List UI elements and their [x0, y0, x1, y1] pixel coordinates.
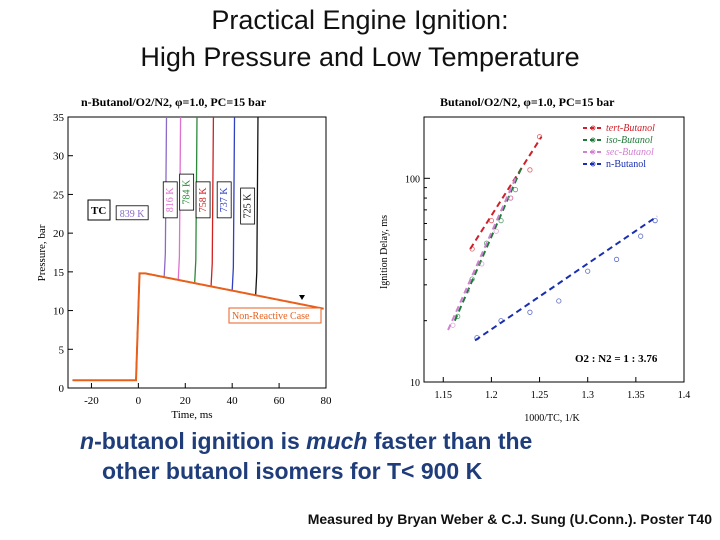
- y-tick-label: 25: [53, 189, 65, 201]
- tc-legend-box: [87, 199, 111, 221]
- x-tick-label: 1.25: [531, 390, 549, 401]
- measurement-credit: Measured by Bryan Weber & C.J. Sung (U.C…: [307, 511, 712, 527]
- data-point-iso-Butanol: [455, 313, 461, 319]
- ignition-y-axis-label: Ignition Delay, ms: [379, 215, 390, 289]
- legend-marker: [590, 149, 596, 155]
- y-tick-label: 35: [53, 112, 65, 124]
- key-finding-text-b: faster than the: [367, 428, 533, 454]
- pressure-chart-title: n-Butanol/O2/N2, φ=1.0, PC=15 bar: [81, 95, 267, 109]
- data-point-tert-Butanol: [488, 218, 495, 224]
- y-tick-label: 20: [53, 228, 65, 240]
- data-point-sec-Butanol: [450, 322, 456, 328]
- data-point-n-Butanol: [527, 309, 533, 315]
- x-tick-label: 1.35: [627, 390, 645, 401]
- label-box: [179, 173, 195, 211]
- label-box: [115, 205, 149, 221]
- ignition-temp-label: 839 K: [120, 209, 146, 220]
- x-tick-label: 1.15: [435, 390, 453, 401]
- data-point-sec-Butanol: [464, 288, 470, 294]
- key-finding: n-butanol ignition is much faster than t…: [80, 426, 680, 486]
- pressure-x-axis-label: Time, ms: [171, 409, 212, 421]
- fit-line-sec-Butanol: [447, 177, 517, 331]
- key-finding-n: n: [80, 428, 95, 454]
- ignition-temp-label: 758 K: [198, 187, 209, 213]
- data-point-n-Butanol: [556, 298, 562, 304]
- legend-entry: tert-Butanol: [606, 123, 655, 134]
- legend-entry: sec-Butanol: [606, 147, 654, 158]
- data-point-n-Butanol: [638, 233, 644, 239]
- fit-line-tert-Butanol: [469, 136, 543, 250]
- data-point-sec-Butanol: [493, 228, 499, 234]
- data-point-tert-Butanol: [536, 134, 543, 140]
- y-tick-label: 10: [53, 306, 65, 318]
- x-tick-label: 40: [227, 395, 239, 407]
- x-tick-label: 0: [136, 395, 142, 407]
- non-reactive-trace: [72, 272, 324, 382]
- key-finding-text-a: -butanol ignition is: [94, 428, 307, 454]
- x-tick-label: 1.2: [485, 390, 498, 401]
- y-tick-label: 100: [405, 174, 420, 185]
- legend-marker: [590, 137, 596, 143]
- fit-line-n-Butanol: [474, 215, 658, 342]
- data-point-n-Butanol: [474, 335, 480, 341]
- legend-marker: [590, 125, 596, 131]
- y-tick-label: 0: [59, 383, 65, 395]
- non-reactive-arrow: [299, 295, 305, 300]
- y-tick-label: 10: [410, 378, 420, 389]
- slide-title: Practical Engine Ignition: High Pressure…: [0, 2, 720, 76]
- ignition-chart-title: Butanol/O2/N2, φ=1.0, PC=15 bar: [440, 95, 615, 109]
- x-tick-label: 60: [274, 395, 286, 407]
- legend-entry: iso-Butanol: [606, 135, 653, 146]
- key-finding-emphasis: much: [306, 428, 368, 454]
- legend-entry: n-Butanol: [606, 159, 646, 170]
- ignition-plot-frame: [423, 116, 685, 383]
- ignition-x-axis-label: 1000/TC, 1/K: [524, 413, 580, 424]
- label-box: [195, 181, 211, 219]
- label-box: [162, 181, 178, 219]
- data-point-n-Butanol: [585, 268, 591, 274]
- oxidizer-ratio-label: O2 : N2 = 1 : 3.76: [575, 353, 658, 365]
- x-tick-label: -20: [84, 395, 99, 407]
- y-tick-label: 5: [59, 344, 65, 356]
- data-point-sec-Butanol: [479, 261, 485, 267]
- ignition-temp-label: 816 K: [165, 187, 176, 213]
- ignition-temp-label: 784 K: [182, 179, 193, 205]
- non-reactive-label: Non-Reactive Case: [232, 311, 310, 322]
- data-point-iso-Butanol: [512, 187, 519, 193]
- y-tick-label: 30: [53, 151, 65, 163]
- data-point-n-Butanol: [498, 318, 504, 324]
- x-tick-label: 1.4: [678, 390, 691, 401]
- data-point-n-Butanol: [613, 256, 620, 262]
- x-tick-label: 1.3: [581, 390, 594, 401]
- x-tick-label: 80: [321, 395, 333, 407]
- data-point-n-Butanol: [652, 218, 658, 224]
- data-point-tert-Butanol: [469, 246, 475, 252]
- key-finding-line-1: n-butanol ignition is much faster than t…: [80, 428, 532, 454]
- data-point-tert-Butanol: [527, 167, 533, 173]
- legend-marker: [590, 161, 596, 167]
- label-box: [216, 181, 232, 219]
- slide-title-line-2: High Pressure and Low Temperature: [140, 42, 580, 72]
- key-finding-line-2: other butanol isomers for T< 900 K: [102, 458, 483, 484]
- x-tick-label: 20: [180, 395, 192, 407]
- pressure-y-axis-label: Pressure, bar: [36, 224, 48, 281]
- slide-title-line-1: Practical Engine Ignition:: [211, 5, 509, 35]
- y-tick-label: 15: [53, 267, 65, 279]
- ignition-temp-label: 725 K: [243, 193, 254, 219]
- ignition-temp-label: 737 K: [219, 187, 230, 213]
- non-reactive-label-box: [228, 307, 322, 324]
- data-point-sec-Butanol: [508, 195, 514, 201]
- label-box: [240, 187, 256, 225]
- tc-legend-title: TC: [91, 205, 106, 217]
- data-point-iso-Butanol: [498, 218, 504, 224]
